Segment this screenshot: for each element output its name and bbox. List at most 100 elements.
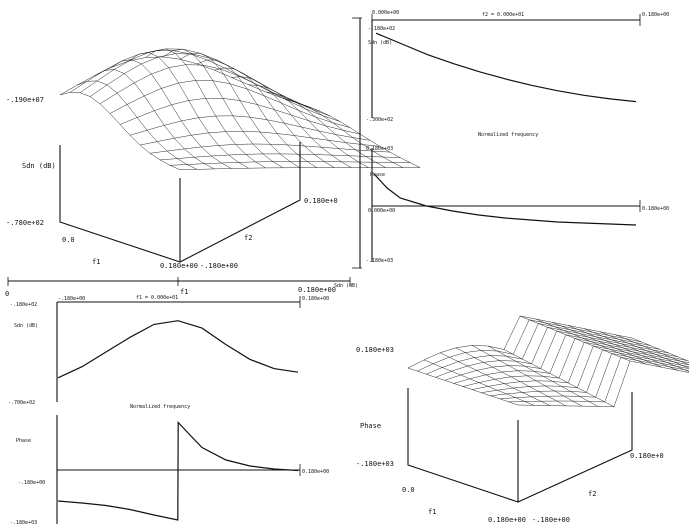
shared-axis-left-label: 0 — [5, 290, 9, 298]
phase-surface-y-tick-end: 0.180e+0 — [630, 452, 664, 460]
mesh-line — [453, 334, 678, 384]
phase-surface-y-label: f2 — [588, 490, 596, 498]
phase-tr-tick-right: 0.180e+00 — [642, 206, 669, 212]
phase-surface-z-tick-top: 0.180e+03 — [356, 346, 394, 354]
line-plot-top-right-phase: 0.180e+03 Phase 0.000e+00 0.180e+00 -.18… — [366, 146, 669, 264]
mesh-line — [79, 48, 321, 112]
phase-bl-title: Normalized frequency — [130, 404, 190, 410]
mesh-line — [423, 359, 535, 406]
mesh-line — [462, 338, 688, 387]
mesh-line — [551, 322, 663, 368]
x-tick-start: 0.0 — [62, 236, 75, 244]
surface-mesh-bottom-right — [407, 315, 689, 407]
mag-bl-tick-right: 0.180e+00 — [302, 296, 329, 302]
mesh-line — [59, 56, 301, 105]
mesh-line — [487, 345, 599, 407]
x-axis-label: f1 — [92, 258, 100, 266]
phase-bl-ytick-bottom: -.180e+03 — [10, 520, 37, 526]
mesh-line — [517, 360, 689, 407]
mesh-line — [111, 59, 232, 169]
mesh-line — [94, 69, 215, 170]
mesh-line — [265, 91, 386, 168]
mesh-line — [231, 76, 352, 168]
surface-plot-top-left: -.190e+07 Sdn (dB) -.780e+02 0.0 f1 0.18… — [6, 48, 421, 270]
mesh-line — [145, 48, 266, 169]
mag-bl-ylabel: Sdn (dB) — [14, 323, 38, 329]
y-tick-end: 0.180e+0 — [304, 197, 338, 205]
mesh-line — [89, 53, 331, 117]
shared-axis-right-label: 0.180e+00 — [298, 286, 336, 294]
phase-tr-ytick-bottom: -.180e+03 — [366, 258, 393, 264]
phase-surface-z-label: Phase — [360, 422, 381, 430]
mesh-line — [567, 325, 679, 371]
mesh-line — [490, 349, 689, 397]
mesh-line — [214, 67, 335, 168]
phase-surface-y-tick-start: -.180e+00 — [532, 516, 570, 524]
mesh-line — [248, 84, 369, 168]
z-tick-bottom: -.780e+02 — [6, 219, 44, 227]
z-axis-label: Sdn (dB) — [22, 162, 56, 170]
phase-tr-ylabel: Phase — [370, 172, 385, 178]
surface-box-top-left — [59, 142, 301, 263]
mag-tr-tick-right: 0.180e+00 — [642, 12, 669, 18]
line-plot-bottom-left-phase: Phase -.180e+00 0.180e+00 -.180e+03 — [10, 415, 329, 526]
shared-axis-right-extra: Sdn (dB) — [334, 283, 358, 289]
line-plot-top-right-magnitude: 0.000e+00 f2 = 0.000e+01 0.180e+00 -.180… — [366, 10, 669, 123]
mesh-line — [519, 315, 631, 362]
mesh-line — [444, 330, 669, 381]
mesh-line — [455, 347, 567, 407]
mesh-line — [535, 318, 647, 365]
phase-tr-ytick-top: 0.180e+03 — [366, 146, 393, 152]
mag-bl-title: f1 = 0.000e+01 — [136, 295, 178, 301]
mesh-line — [159, 153, 401, 161]
magnitude-curve-top-right — [375, 32, 637, 103]
y-tick-start: -.180e+00 — [200, 262, 238, 270]
shared-axis-mid-label: f1 — [180, 288, 188, 296]
mag-bl-ytick-bottom: -.700e+02 — [8, 400, 35, 406]
mesh-line — [59, 92, 181, 171]
phase-surface-x-tick-end: 0.180e+00 — [488, 516, 526, 524]
mesh-line — [503, 349, 615, 407]
mesh-line — [407, 367, 519, 406]
phase-bl-ylabel: Phase — [16, 438, 31, 444]
phase-bl-tick-right: 0.180e+00 — [302, 469, 329, 475]
mesh-line — [128, 52, 249, 169]
mesh-line — [162, 48, 284, 168]
phase-surface-x-label: f1 — [428, 508, 436, 516]
mag-bl-ytick-top: -.180e+02 — [10, 302, 37, 308]
mag-bl-tick-left: -.180e+00 — [58, 296, 85, 302]
mesh-line — [439, 352, 551, 406]
phase-curve-top-right — [373, 173, 637, 226]
top-right-vertical-axis — [352, 17, 362, 269]
line-plot-bottom-left-magnitude: -.180e+02 -.180e+00 f1 = 0.000e+01 0.180… — [8, 295, 329, 406]
mesh-line — [471, 345, 583, 407]
phase-surface-x-tick-start: 0.0 — [402, 486, 415, 494]
phase-curve-bottom-left — [57, 420, 299, 521]
mesh-line — [615, 334, 689, 366]
phase-tr-title: Normalized frequency — [478, 132, 538, 138]
mesh-line — [179, 52, 301, 168]
phase-surface-z-tick-bottom: -.180e+03 — [356, 460, 394, 468]
mag-tr-ylabel: Sdn (dB) — [368, 40, 392, 46]
mag-tr-title: f2 = 0.000e+01 — [482, 12, 524, 18]
x-tick-end: 0.180e+00 — [160, 262, 198, 270]
shared-f1-axis: 0 f1 0.180e+00 Sdn (dB) — [5, 277, 358, 298]
mesh-line — [197, 59, 318, 168]
mag-tr-tick-left: 0.000e+00 — [372, 10, 399, 16]
surface-box-bottom-right — [407, 388, 633, 503]
mesh-line — [631, 337, 689, 362]
mag-tr-ytick-top: -.180e+02 — [368, 26, 395, 32]
mesh-line — [583, 328, 689, 372]
phase-bl-ytick-mid: -.180e+00 — [18, 480, 45, 486]
surface-plot-bottom-right: 0.180e+03 Phase -.180e+03 0.0 f1 0.180e+… — [356, 315, 689, 524]
mesh-line — [109, 80, 351, 128]
mesh-line — [77, 80, 198, 170]
y-axis-label: f2 — [244, 234, 252, 242]
mag-tr-ytick-bottom: -.300e+02 — [366, 117, 393, 123]
phase-tr-ytick-mid: 0.000e+00 — [368, 208, 395, 214]
mesh-line — [69, 50, 311, 108]
z-tick-top: -.190e+07 — [6, 96, 44, 104]
mesh-line — [599, 331, 689, 369]
magnitude-curve-bottom-left — [57, 320, 299, 379]
